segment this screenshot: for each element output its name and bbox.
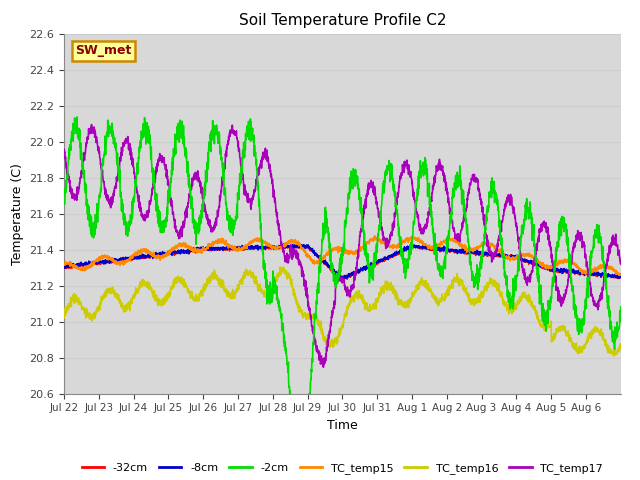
TC_temp16: [376, 292, 384, 298]
TC_temp17: [116, 155, 124, 161]
TC_temp16: [116, 300, 124, 306]
TC_temp15: [609, 265, 617, 271]
TC_temp15: [616, 273, 623, 278]
-2cm: [617, 304, 625, 310]
-2cm: [376, 216, 384, 221]
TC_temp17: [617, 260, 625, 265]
-32cm: [542, 265, 550, 271]
Line: TC_temp15: TC_temp15: [64, 236, 621, 276]
X-axis label: Time: Time: [327, 419, 358, 432]
TC_temp15: [542, 264, 550, 269]
Line: -2cm: -2cm: [64, 117, 621, 480]
-2cm: [511, 286, 518, 291]
TC_temp17: [511, 210, 518, 216]
-32cm: [236, 245, 244, 251]
TC_temp17: [319, 364, 327, 370]
-8cm: [116, 257, 124, 263]
Line: TC_temp17: TC_temp17: [64, 125, 621, 367]
-2cm: [73, 114, 81, 120]
TC_temp17: [542, 220, 550, 226]
TC_temp16: [610, 353, 618, 359]
TC_temp17: [60, 146, 68, 152]
-2cm: [116, 167, 124, 172]
TC_temp17: [236, 155, 244, 161]
TC_temp16: [510, 306, 518, 312]
-32cm: [609, 274, 617, 280]
TC_temp17: [88, 122, 95, 128]
-32cm: [376, 258, 384, 264]
TC_temp16: [60, 312, 68, 317]
-2cm: [60, 199, 68, 204]
Title: Soil Temperature Profile C2: Soil Temperature Profile C2: [239, 13, 446, 28]
TC_temp15: [116, 260, 124, 266]
TC_temp17: [609, 237, 617, 243]
-2cm: [609, 334, 617, 340]
TC_temp15: [236, 248, 244, 253]
TC_temp17: [376, 219, 384, 225]
Text: SW_met: SW_met: [75, 44, 131, 58]
-8cm: [542, 263, 550, 269]
-8cm: [280, 241, 287, 247]
-32cm: [511, 254, 518, 260]
-32cm: [298, 242, 306, 248]
TC_temp15: [617, 272, 625, 277]
-8cm: [617, 273, 625, 279]
TC_temp15: [510, 256, 518, 262]
Y-axis label: Temperature (C): Temperature (C): [11, 163, 24, 264]
Line: TC_temp16: TC_temp16: [64, 267, 621, 356]
-8cm: [236, 246, 244, 252]
Line: -8cm: -8cm: [64, 244, 621, 280]
TC_temp16: [276, 264, 284, 270]
-32cm: [617, 273, 625, 279]
TC_temp16: [617, 346, 625, 352]
-2cm: [236, 182, 244, 188]
TC_temp15: [376, 239, 384, 244]
-8cm: [609, 273, 617, 279]
-32cm: [116, 258, 124, 264]
-2cm: [542, 318, 550, 324]
-32cm: [60, 264, 68, 269]
TC_temp15: [60, 261, 68, 266]
-32cm: [339, 277, 347, 283]
Line: -32cm: -32cm: [64, 245, 621, 280]
-8cm: [60, 265, 68, 271]
TC_temp16: [236, 278, 244, 284]
Legend: -32cm, -8cm, -2cm, TC_temp15, TC_temp16, TC_temp17: -32cm, -8cm, -2cm, TC_temp15, TC_temp16,…: [77, 458, 607, 478]
-8cm: [511, 255, 518, 261]
-8cm: [376, 257, 384, 263]
TC_temp16: [542, 324, 550, 330]
TC_temp16: [609, 350, 617, 356]
TC_temp15: [371, 233, 378, 239]
-8cm: [338, 277, 346, 283]
